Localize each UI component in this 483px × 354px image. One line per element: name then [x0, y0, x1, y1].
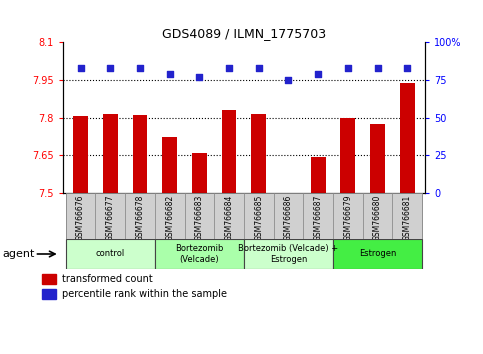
Bar — [392, 193, 422, 239]
Bar — [185, 193, 214, 239]
Point — [225, 65, 233, 71]
Bar — [251, 114, 266, 193]
Bar — [155, 193, 185, 239]
Text: control: control — [96, 250, 125, 258]
Text: GSM766682: GSM766682 — [165, 194, 174, 241]
Point — [106, 65, 114, 71]
Point — [136, 65, 144, 71]
Text: GSM766687: GSM766687 — [313, 194, 323, 241]
Bar — [311, 156, 326, 193]
Bar — [363, 193, 392, 239]
Text: GSM766680: GSM766680 — [373, 194, 382, 241]
Bar — [303, 193, 333, 239]
Text: Bortezomib (Velcade) +
Estrogen: Bortezomib (Velcade) + Estrogen — [239, 244, 339, 264]
Point — [166, 71, 173, 77]
Point — [77, 65, 85, 71]
Text: GSM766684: GSM766684 — [225, 194, 234, 241]
Text: Estrogen: Estrogen — [359, 250, 396, 258]
Bar — [273, 193, 303, 239]
Bar — [155, 239, 244, 269]
Bar — [244, 193, 273, 239]
Bar — [103, 114, 118, 193]
Bar — [370, 124, 385, 193]
Text: GSM766683: GSM766683 — [195, 194, 204, 241]
Text: GSM766681: GSM766681 — [403, 194, 412, 241]
Point — [344, 65, 352, 71]
Text: percentile rank within the sample: percentile rank within the sample — [62, 289, 227, 299]
Bar — [192, 153, 207, 193]
Bar — [162, 137, 177, 193]
Bar — [125, 193, 155, 239]
Point — [196, 74, 203, 80]
Title: GDS4089 / ILMN_1775703: GDS4089 / ILMN_1775703 — [162, 27, 326, 40]
Text: GSM766679: GSM766679 — [343, 194, 352, 241]
Point — [374, 65, 382, 71]
Text: Bortezomib
(Velcade): Bortezomib (Velcade) — [175, 244, 224, 264]
Bar — [42, 274, 56, 284]
Text: GSM766685: GSM766685 — [254, 194, 263, 241]
Text: agent: agent — [2, 249, 35, 259]
Point — [255, 65, 263, 71]
Bar — [214, 193, 244, 239]
Text: GSM766677: GSM766677 — [106, 194, 115, 241]
Bar — [341, 118, 355, 193]
Bar — [400, 82, 414, 193]
Bar — [42, 289, 56, 299]
Bar — [66, 193, 96, 239]
Point — [403, 65, 411, 71]
Text: GSM766676: GSM766676 — [76, 194, 85, 241]
Point — [284, 77, 292, 83]
Text: transformed count: transformed count — [62, 274, 153, 284]
Bar — [73, 116, 88, 193]
Bar — [244, 239, 333, 269]
Text: GSM766686: GSM766686 — [284, 194, 293, 241]
Point — [314, 71, 322, 77]
Bar — [66, 239, 155, 269]
Bar — [132, 115, 147, 193]
Bar — [333, 193, 363, 239]
Bar — [222, 110, 237, 193]
Text: GSM766678: GSM766678 — [136, 194, 144, 241]
Bar — [333, 239, 422, 269]
Bar — [96, 193, 125, 239]
